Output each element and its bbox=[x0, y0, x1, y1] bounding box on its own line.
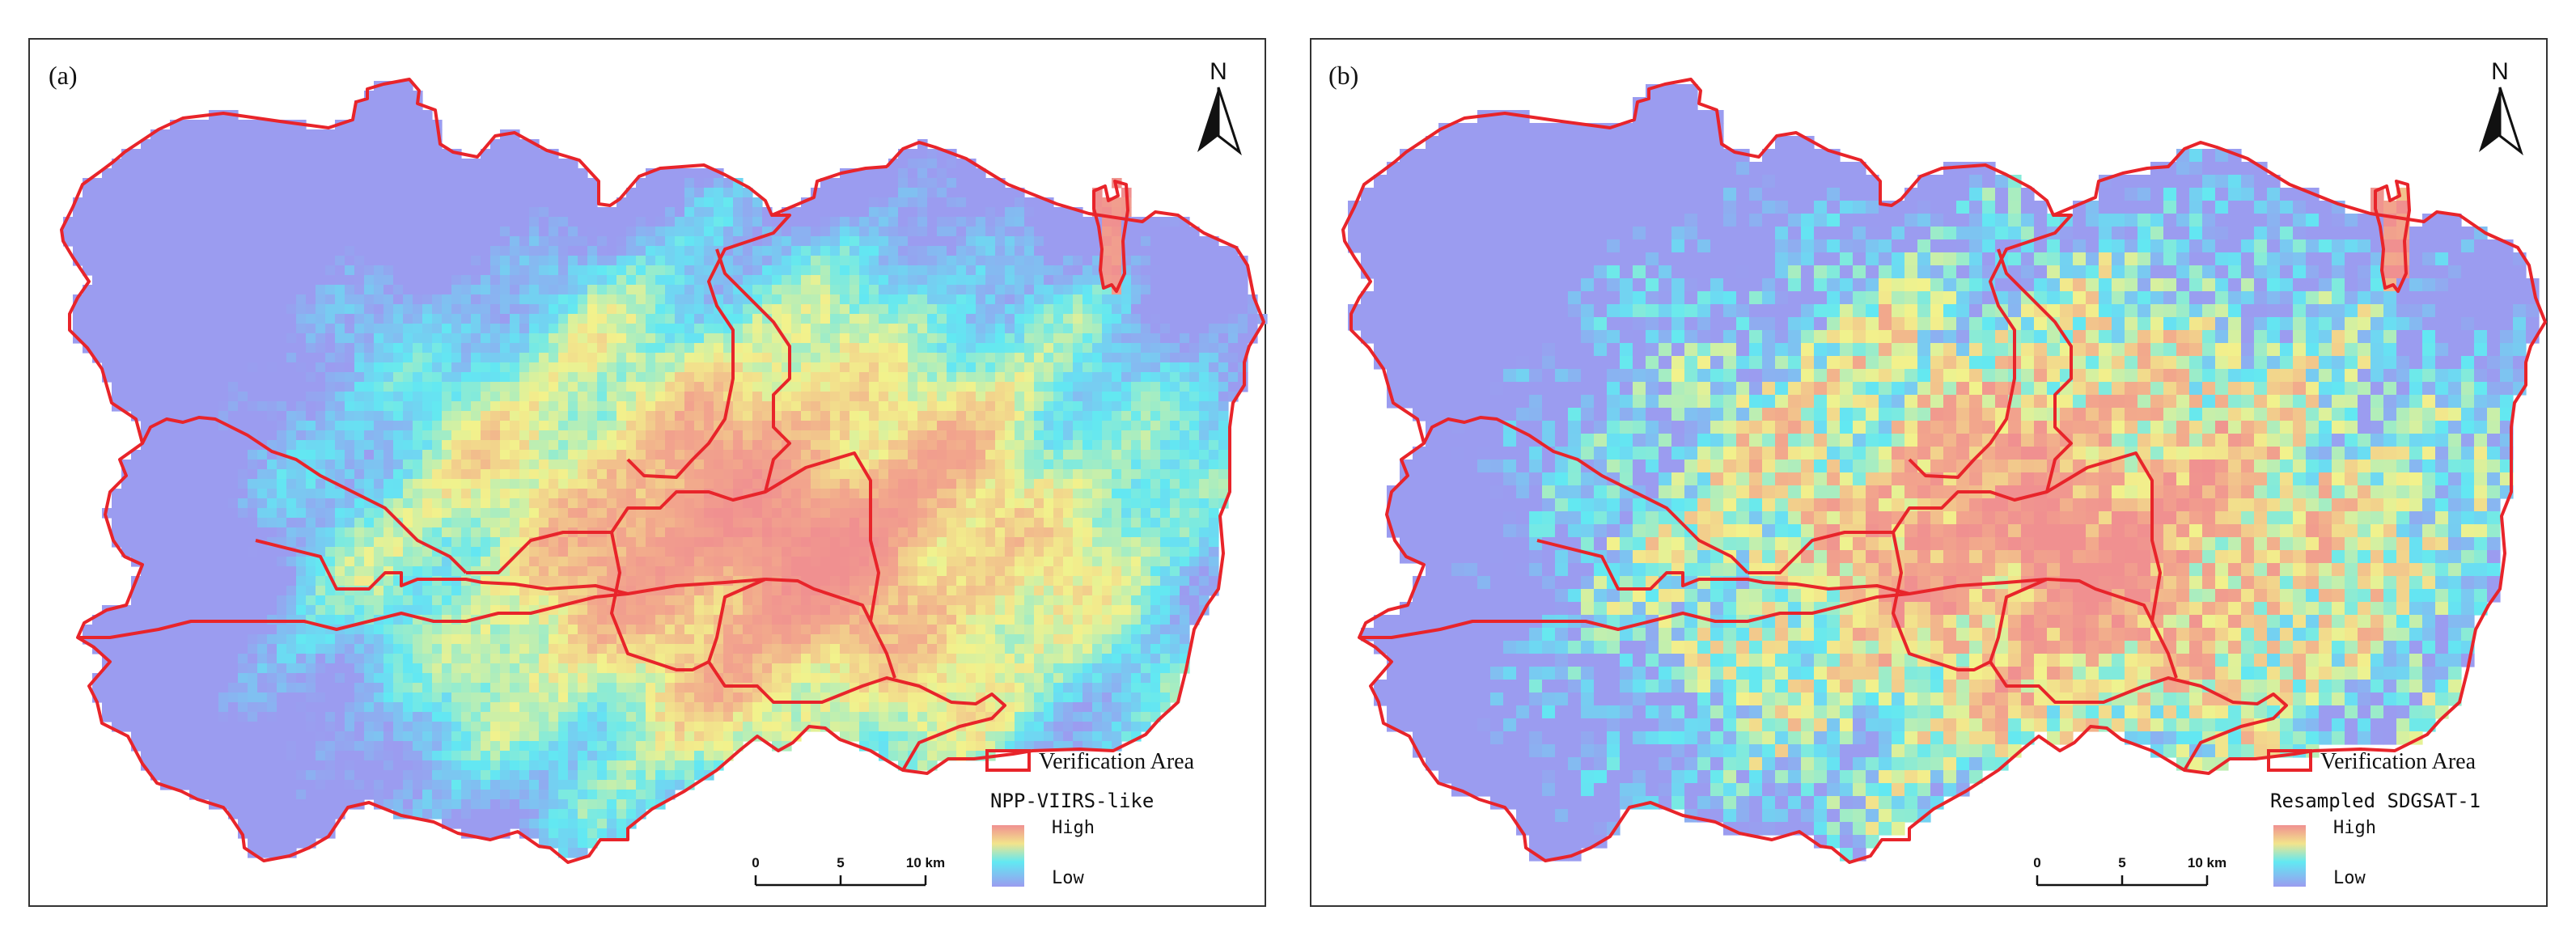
scale-tick-10: 10 km bbox=[2188, 855, 2226, 870]
panel-a-legend: Verification Area NPP-VIIRS-like High Lo… bbox=[985, 749, 1195, 888]
panel-a-boundaries bbox=[60, 78, 1265, 864]
legend-low: Low bbox=[2333, 868, 2366, 888]
scale-tick-10: 10 km bbox=[906, 855, 945, 870]
scale-tick-5: 5 bbox=[837, 855, 844, 870]
panel-b-boundaries bbox=[1341, 78, 2547, 864]
verification-area-label: Verification Area bbox=[1039, 749, 1195, 774]
color-ramp bbox=[2273, 825, 2306, 887]
scale-tick-5: 5 bbox=[2118, 855, 2125, 870]
legend-low: Low bbox=[1052, 868, 1084, 888]
verification-area-swatch bbox=[2267, 749, 2312, 772]
verification-area-label: Verification Area bbox=[2320, 749, 2476, 774]
panel-a-label: (a) bbox=[49, 61, 78, 90]
legend-title: NPP-VIIRS-like bbox=[990, 790, 1154, 812]
panel-b-legend: Verification Area Resampled SDGSAT-1 Hig… bbox=[2267, 749, 2481, 888]
north-arrow-icon: N bbox=[1197, 58, 1242, 156]
panel-a: (a) N Verification Area NPP-VIIRS-like H… bbox=[28, 38, 1268, 907]
north-arrow-icon: N bbox=[2479, 58, 2523, 156]
scale-tick-0: 0 bbox=[2033, 855, 2040, 870]
scale-tick-0: 0 bbox=[752, 855, 759, 870]
scale-bar: 0 5 10 km bbox=[2033, 855, 2226, 887]
panel-b-raster bbox=[1348, 84, 2540, 862]
color-ramp bbox=[992, 825, 1024, 887]
verification-area-swatch bbox=[985, 749, 1031, 772]
legend-title: Resampled SDGSAT-1 bbox=[2270, 790, 2481, 812]
legend-high: High bbox=[1052, 818, 1095, 838]
scale-bar: 0 5 10 km bbox=[752, 855, 945, 887]
panel-b-label: (b) bbox=[1328, 61, 1358, 90]
legend-high: High bbox=[2333, 818, 2376, 838]
panel-b: (b) N Verification Area Resampled SDGSAT… bbox=[1310, 38, 2548, 907]
